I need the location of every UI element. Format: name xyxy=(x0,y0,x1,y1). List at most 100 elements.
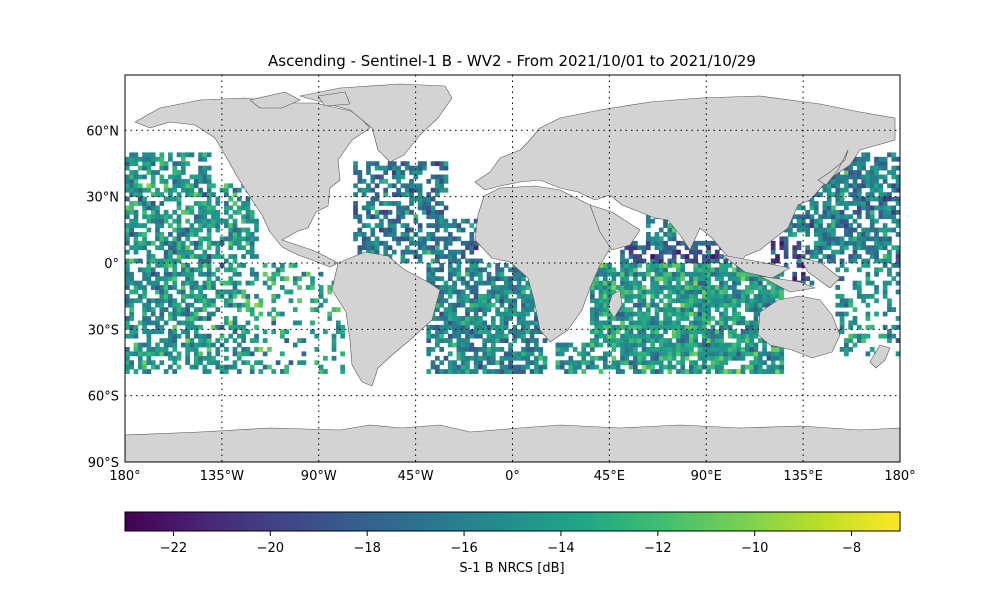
nrcs-cell xyxy=(856,333,862,339)
nrcs-cell xyxy=(749,271,755,277)
nrcs-cell xyxy=(447,364,453,370)
nrcs-cell xyxy=(736,351,742,357)
nrcs-cell xyxy=(198,262,203,268)
nrcs-cell xyxy=(180,227,186,233)
nrcs-cell xyxy=(874,249,879,255)
nrcs-cell xyxy=(275,311,281,317)
nrcs-cell xyxy=(740,320,746,326)
nrcs-cell xyxy=(228,320,234,326)
nrcs-cell xyxy=(852,174,858,180)
nrcs-cell xyxy=(456,223,462,228)
nrcs-cell xyxy=(413,214,419,220)
nrcs-cell xyxy=(615,364,621,370)
nrcs-cell xyxy=(607,324,612,330)
nrcs-cell xyxy=(856,232,862,237)
nrcs-cell xyxy=(865,232,871,237)
nrcs-cell xyxy=(594,329,600,335)
nrcs-cell xyxy=(469,302,475,308)
nrcs-cell xyxy=(684,245,690,251)
nrcs-cell xyxy=(236,351,242,357)
nrcs-cell xyxy=(865,262,871,268)
nrcs-cell xyxy=(125,285,130,290)
nrcs-cell xyxy=(749,289,755,295)
nrcs-cell xyxy=(198,342,203,348)
nrcs-cell xyxy=(254,293,259,299)
nrcs-cell xyxy=(865,324,871,330)
nrcs-cell xyxy=(710,298,716,304)
nrcs-cell xyxy=(740,364,746,370)
nrcs-cell xyxy=(142,196,147,202)
nrcs-cell xyxy=(262,280,268,286)
nrcs-cell xyxy=(271,316,277,321)
nrcs-cell xyxy=(486,298,492,304)
nrcs-cell xyxy=(710,316,716,321)
nrcs-cell xyxy=(172,209,178,215)
nrcs-cell xyxy=(645,364,651,370)
nrcs-cell xyxy=(129,161,135,167)
nrcs-cell xyxy=(844,227,849,233)
nrcs-cell xyxy=(822,214,828,220)
nrcs-cell xyxy=(146,298,152,304)
nrcs-cell xyxy=(861,293,866,299)
nrcs-cell xyxy=(447,267,453,273)
nrcs-cell xyxy=(753,355,759,361)
nrcs-cell xyxy=(658,351,664,357)
nrcs-cell xyxy=(615,338,621,343)
nrcs-cell xyxy=(611,276,617,282)
nrcs-cell xyxy=(396,209,401,215)
nrcs-cell xyxy=(456,324,462,330)
nrcs-cell xyxy=(465,329,470,335)
nrcs-cell xyxy=(628,285,634,290)
nrcs-cell xyxy=(426,267,432,273)
nrcs-cell xyxy=(137,174,143,180)
nrcs-cell xyxy=(723,285,729,290)
nrcs-cell xyxy=(417,161,423,167)
nrcs-cell xyxy=(538,355,544,361)
nrcs-cell xyxy=(641,298,647,304)
nrcs-cell xyxy=(844,338,849,343)
nrcs-cell xyxy=(762,289,767,295)
nrcs-cell xyxy=(133,298,139,304)
nrcs-cell xyxy=(426,245,432,251)
nrcs-cell xyxy=(185,187,190,193)
nrcs-cell xyxy=(258,360,264,366)
nrcs-cell xyxy=(172,262,178,268)
nrcs-cell xyxy=(706,249,711,255)
nrcs-cell xyxy=(137,293,143,299)
nrcs-cell xyxy=(202,156,208,162)
nrcs-cell xyxy=(710,360,716,366)
nrcs-cell xyxy=(620,311,625,317)
nrcs-cell xyxy=(435,285,440,290)
nrcs-cell xyxy=(826,245,832,251)
nrcs-cell xyxy=(745,271,750,277)
nrcs-cell xyxy=(193,285,199,290)
nrcs-cell xyxy=(671,311,677,317)
nrcs-cell xyxy=(770,285,776,290)
nrcs-cell xyxy=(887,329,892,335)
nrcs-cell xyxy=(710,271,716,277)
nrcs-cell xyxy=(198,214,203,220)
nrcs-cell xyxy=(796,205,802,211)
nrcs-cell xyxy=(443,236,449,242)
nrcs-cell xyxy=(835,183,841,189)
nrcs-cell xyxy=(680,364,686,370)
nrcs-cell xyxy=(460,347,466,352)
nrcs-cell xyxy=(228,280,234,286)
nrcs-cell xyxy=(805,276,810,282)
nrcs-cell xyxy=(460,351,466,357)
nrcs-cell xyxy=(478,293,483,299)
nrcs-cell xyxy=(516,316,522,321)
nrcs-cell xyxy=(249,209,255,215)
nrcs-cell xyxy=(818,218,823,224)
nrcs-cell xyxy=(732,369,737,374)
nrcs-cell xyxy=(852,245,858,251)
nrcs-cell xyxy=(163,183,169,189)
nrcs-cell xyxy=(844,170,849,175)
nrcs-cell xyxy=(856,240,862,246)
nrcs-cell xyxy=(663,267,668,273)
nrcs-cell xyxy=(159,298,165,304)
nrcs-cell xyxy=(391,218,397,224)
nrcs-cell xyxy=(818,214,823,220)
nrcs-cell xyxy=(150,192,156,198)
nrcs-cell xyxy=(323,369,328,374)
